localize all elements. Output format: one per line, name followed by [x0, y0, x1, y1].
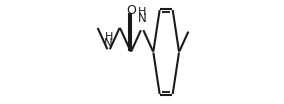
Text: O: O — [126, 4, 136, 17]
Text: H: H — [105, 32, 113, 42]
Text: N: N — [104, 37, 113, 50]
Text: N: N — [138, 12, 147, 25]
Text: H: H — [138, 7, 146, 17]
